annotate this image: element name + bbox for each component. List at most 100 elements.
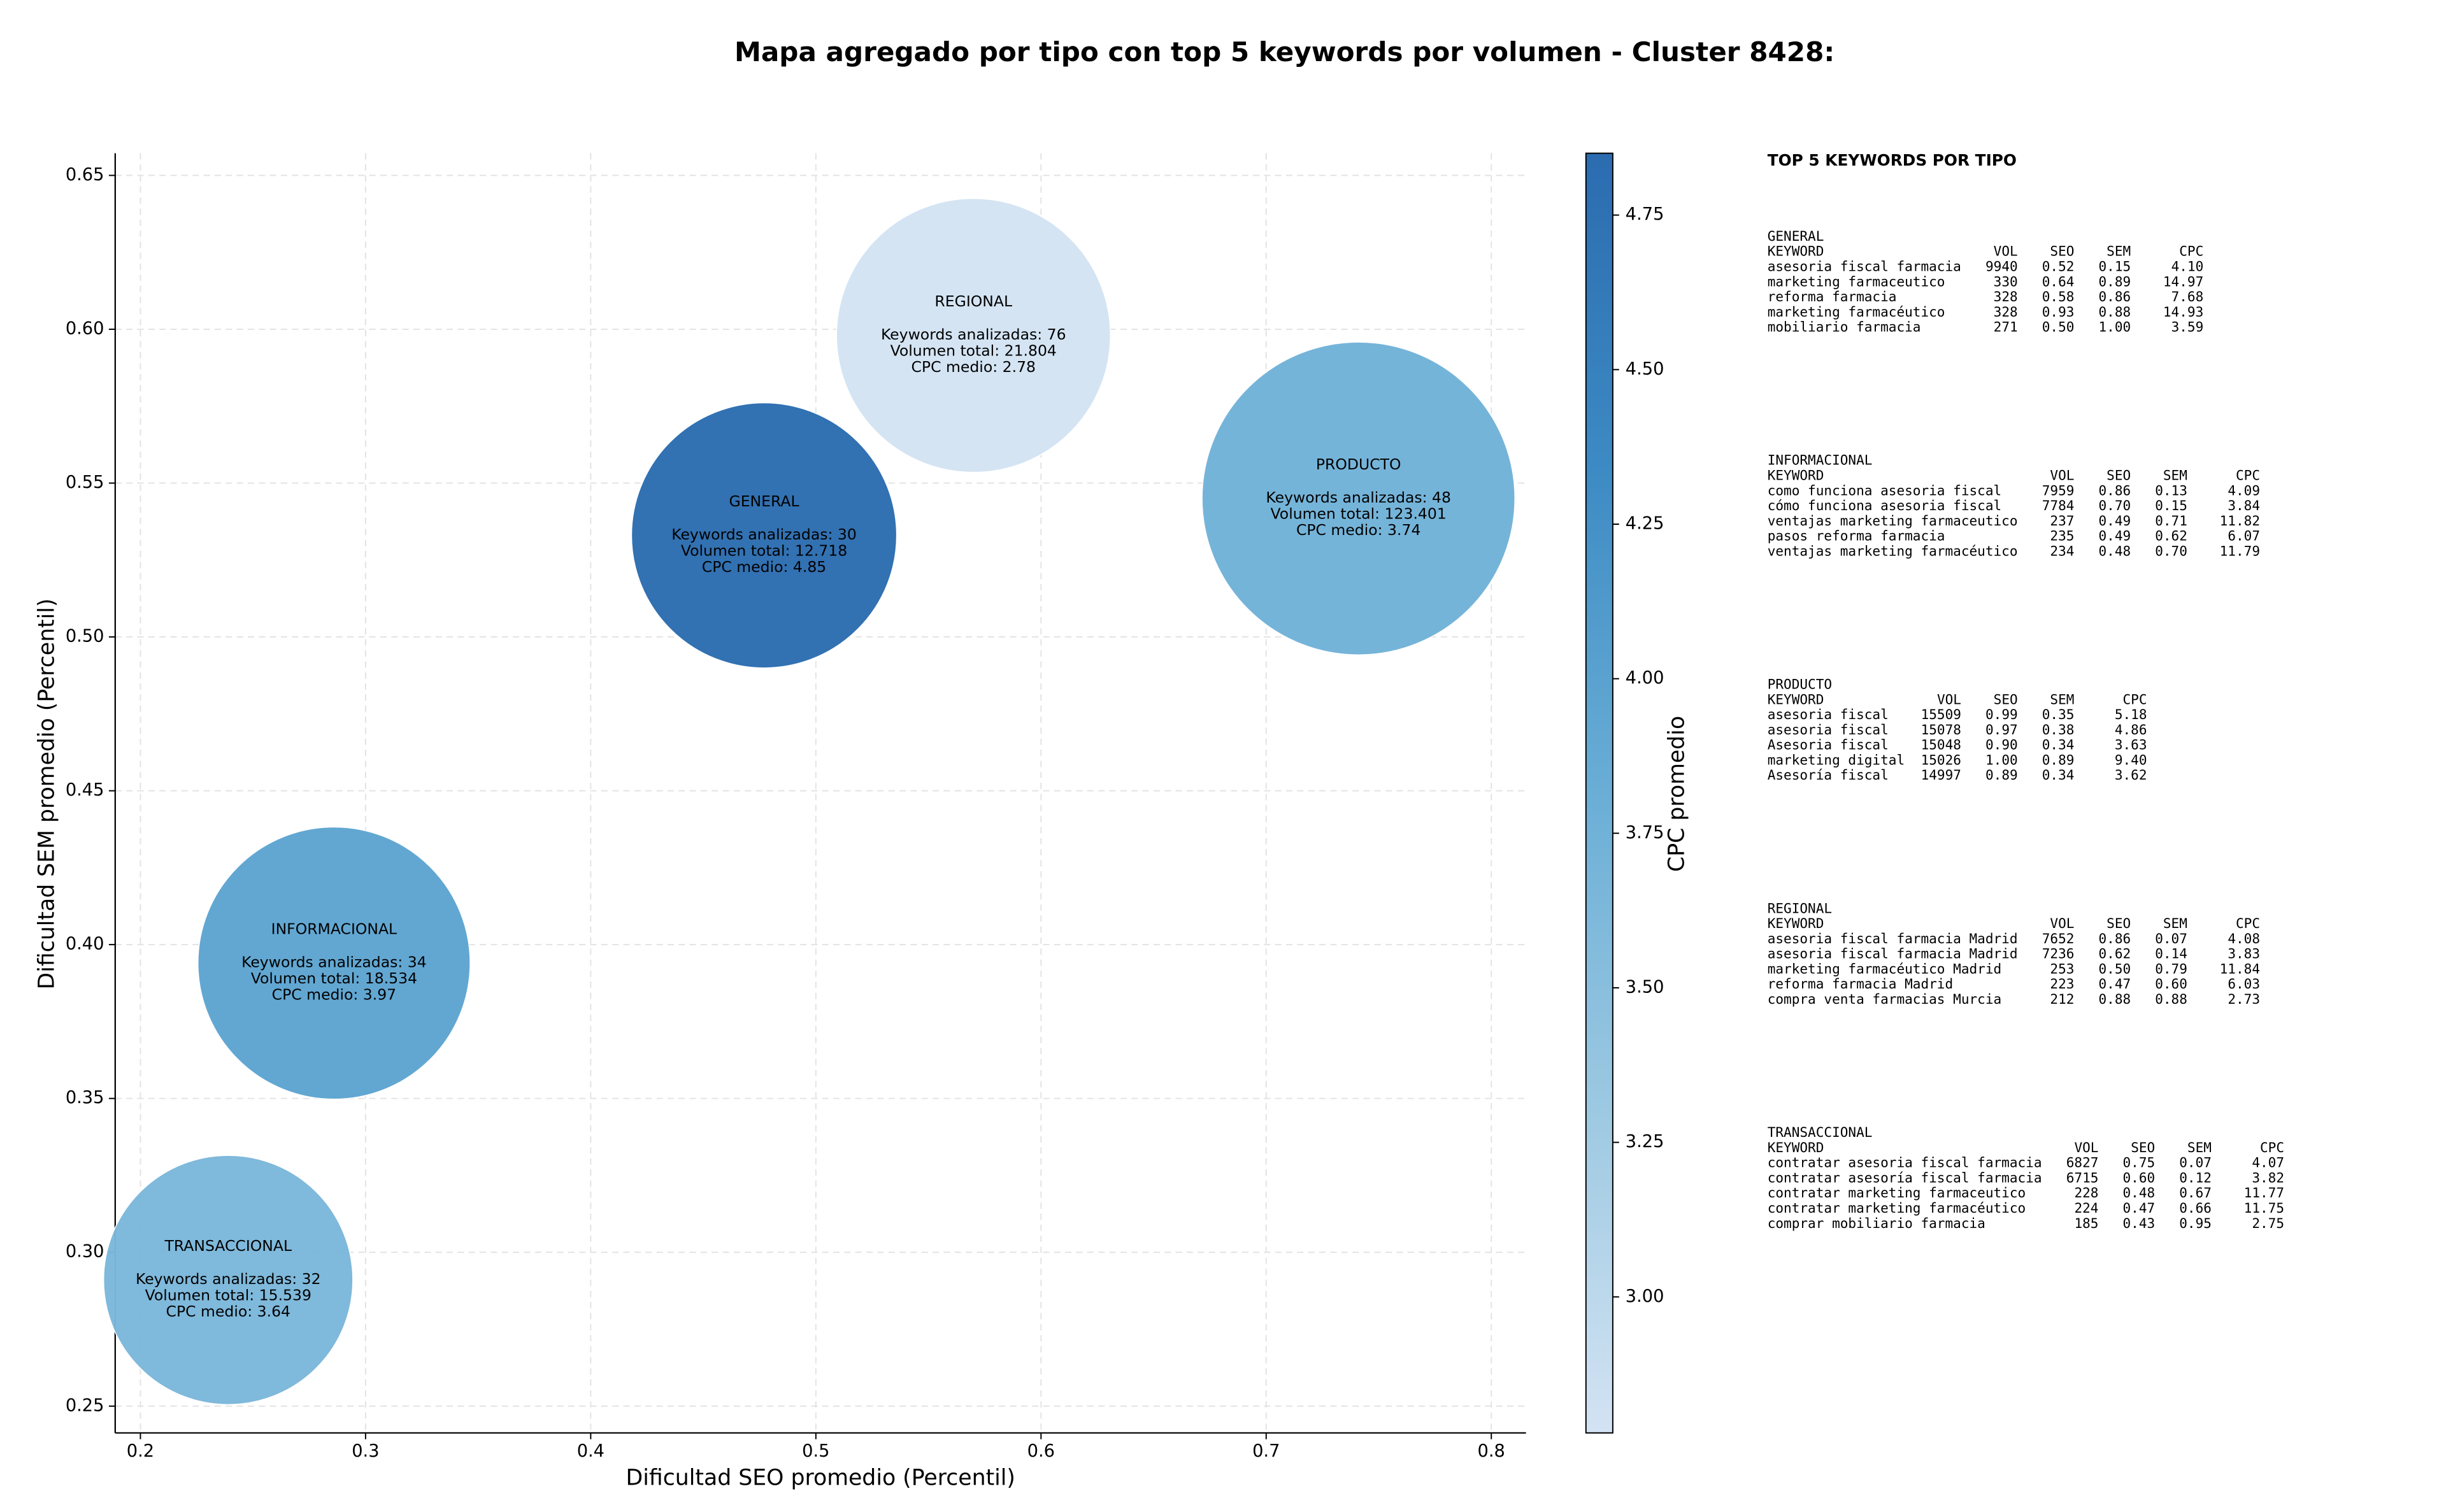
panel-cell: 330 [1994, 273, 2018, 289]
panel-cell: 0.58 [2042, 289, 2075, 304]
colorbar-tick-label: 4.00 [1626, 668, 1664, 688]
bubble-annotation: CPC medio: 2.78 [912, 358, 1036, 376]
panel-cell: 5.18 [2115, 706, 2147, 722]
panel-cell: 224 [2074, 1200, 2098, 1216]
panel-cell: 0.86 [2098, 482, 2131, 498]
panel-cell: KEYWORD [1768, 1139, 1824, 1155]
panel-cell: 6.07 [2228, 528, 2260, 544]
panel-cell: marketing digital [1768, 752, 1905, 767]
bubble-annotation: CPC medio: 3.74 [1296, 521, 1420, 539]
x-tick-label: 0.3 [352, 1441, 379, 1461]
bubble-label: INFORMACIONAL [271, 920, 397, 938]
panel-cell: contratar marketing farmaceutico [1768, 1185, 2026, 1201]
x-tick-label: 0.5 [802, 1441, 829, 1461]
y-tick-label: 0.45 [66, 780, 104, 800]
bubble [103, 1155, 354, 1406]
panel-cell: 271 [1994, 319, 2018, 335]
chart-title: Mapa agregado por tipo con top 5 keyword… [734, 36, 1834, 68]
panel-cell: 15048 [1921, 737, 1961, 753]
y-tick-label: 0.55 [66, 473, 104, 492]
y-tick-label: 0.35 [66, 1088, 104, 1108]
panel-cell: 6827 [2066, 1155, 2099, 1171]
panel-cell: 0.88 [2098, 304, 2131, 320]
panel-cell: 3.84 [2228, 497, 2260, 513]
y-tick-label: 0.30 [66, 1242, 104, 1262]
panel-cell: 11.84 [2220, 960, 2260, 976]
panel-cell: 0.12 [2179, 1169, 2212, 1185]
panel-cell: 235 [2050, 528, 2074, 544]
x-axis-label: Dificultad SEO promedio (Percentil) [626, 1466, 1015, 1491]
panel-cell: ventajas marketing farmaceutico [1768, 513, 2018, 529]
panel-cell: marketing farmacéutico [1768, 304, 1945, 320]
panel-cell: SEM [2050, 691, 2074, 707]
panel-cell: SEM [2106, 243, 2131, 259]
group-name: REGIONAL [1768, 900, 1832, 916]
panel-cell: 7959 [2042, 482, 2075, 498]
bubble [836, 197, 1112, 473]
panel-cell: 0.88 [2098, 991, 2131, 1007]
panel-cell: CPC [2236, 915, 2260, 931]
bubble [631, 402, 898, 669]
panel-cell: 0.15 [2098, 258, 2131, 274]
panel-cell: VOL [2050, 915, 2074, 931]
panel-cell: 15078 [1921, 722, 1961, 738]
panel-cell: 15509 [1921, 706, 1961, 722]
panel-cell: 11.75 [2244, 1200, 2284, 1216]
colorbar-tick-label: 3.25 [1626, 1132, 1664, 1152]
panel-cell: 2.75 [2252, 1215, 2284, 1231]
bubble-annotation: CPC medio: 4.85 [702, 558, 826, 576]
bubble-annotation: Volumen total: 21.804 [890, 342, 1057, 360]
y-tick-label: 0.65 [66, 165, 104, 185]
panel-cell: 0.89 [2042, 752, 2075, 767]
panel-cell: 0.47 [2098, 976, 2131, 992]
panel-cell: 0.99 [1985, 706, 2018, 722]
y-tick-label: 0.50 [66, 627, 104, 646]
panel-cell: 0.60 [2155, 976, 2187, 992]
y-tick-label: 0.60 [66, 318, 104, 338]
panel-cell: 328 [1994, 304, 2018, 320]
panel-cell: ventajas marketing farmacéutico [1768, 543, 2018, 559]
panel-cell: Asesoría fiscal [1768, 767, 1889, 783]
panel-cell: 0.89 [1985, 767, 2018, 783]
group-name: GENERAL [1768, 228, 1824, 244]
panel-cell: 9940 [1985, 258, 2018, 274]
panel-cell: 0.13 [2155, 482, 2187, 498]
panel-cell: 0.47 [2123, 1200, 2156, 1216]
panel-cell: 0.49 [2098, 513, 2131, 529]
panel-cell: 0.97 [1985, 722, 2018, 738]
x-tick-label: 0.2 [127, 1441, 154, 1461]
colorbar-tick-label: 3.00 [1626, 1287, 1664, 1306]
panel-cell: asesoria fiscal farmacia Madrid [1768, 946, 2018, 962]
bubble [197, 826, 471, 1100]
x-tick-label: 0.8 [1478, 1441, 1505, 1461]
bubble-annotation: CPC medio: 3.97 [272, 986, 396, 1004]
panel-cell: 0.64 [2042, 273, 2075, 289]
panel-cell: 185 [2074, 1215, 2098, 1231]
panel-cell: KEYWORD [1768, 467, 1824, 483]
panel-cell: 4.08 [2228, 931, 2260, 946]
panel-cell: 253 [2050, 960, 2074, 976]
panel-cell: 2.73 [2228, 991, 2260, 1007]
panel-cell: 4.10 [2171, 258, 2204, 274]
panel-cell: CPC [2123, 691, 2147, 707]
panel-cell: cómo funciona asesoria fiscal [1768, 497, 2001, 513]
panel-cell: 0.95 [2179, 1215, 2212, 1231]
panel-cell: SEO [2131, 1139, 2155, 1155]
panel-cell: 1.00 [1985, 752, 2018, 767]
panel-cell: contratar asesoria fiscal farmacia [1768, 1155, 2042, 1171]
panel-cell: 0.70 [2155, 543, 2187, 559]
panel-cell: 14997 [1921, 767, 1961, 783]
panel-cell: 1.00 [2098, 319, 2131, 335]
panel-cell: 0.62 [2098, 946, 2131, 962]
bubble-label: PRODUCTO [1316, 455, 1401, 473]
x-tick-label: 0.7 [1252, 1441, 1280, 1461]
panel-cell: KEYWORD [1768, 243, 1824, 259]
panel-cell: 0.48 [2098, 543, 2131, 559]
panel-cell: 6715 [2066, 1169, 2099, 1185]
panel-cell: como funciona asesoria fiscal [1768, 482, 2001, 498]
panel-cell: VOL [1994, 243, 2018, 259]
panel-cell: 3.59 [2171, 319, 2204, 335]
panel-cell: 228 [2074, 1185, 2098, 1201]
group-name: PRODUCTO [1768, 676, 1832, 692]
panel-cell: reforma farmacia [1768, 289, 1897, 304]
